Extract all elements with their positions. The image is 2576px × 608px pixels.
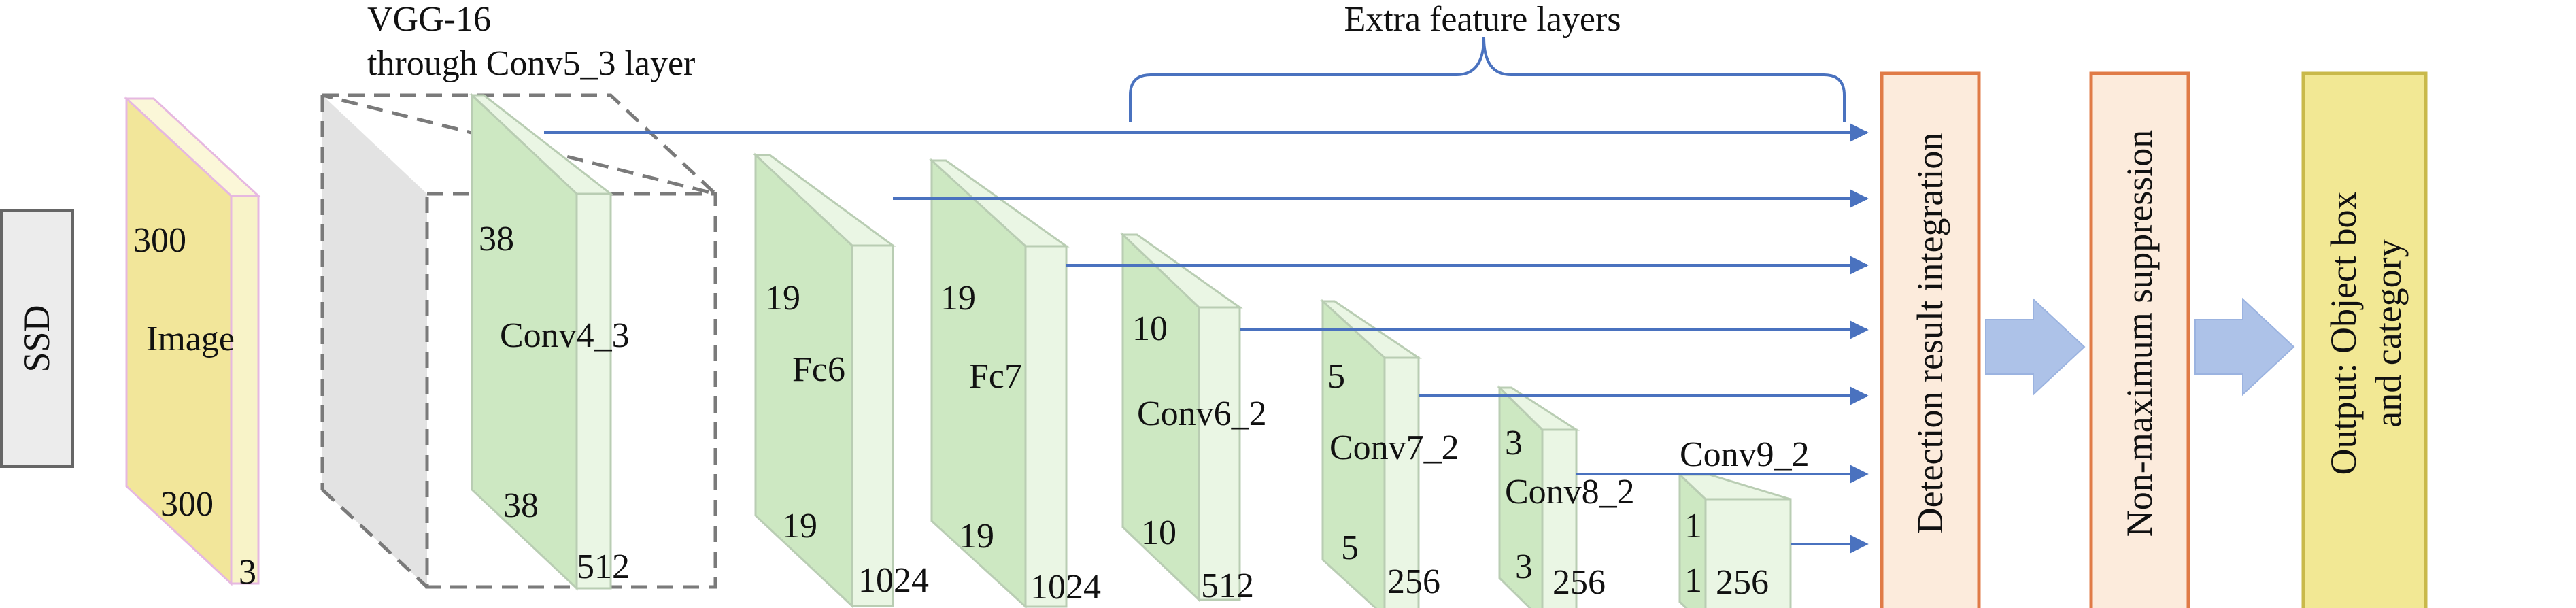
layer-top-dim-label: 10 — [1132, 309, 1168, 348]
vgg-side-face — [322, 95, 427, 587]
layer-depth-label: 1024 — [858, 561, 929, 600]
layer-side-face — [1383, 356, 1420, 608]
layer-top-dim-label: 3 — [1505, 424, 1523, 462]
layer-bottom-dim-label: 5 — [1341, 528, 1359, 567]
integration-label: Detection result integration — [1910, 133, 1950, 535]
layer-conv7_2-block: 5 Conv7_2 5 256 — [1320, 299, 1459, 608]
vgg16-block: VGG-16 through Conv5_3 layer — [320, 0, 722, 589]
layer-top-dim-label: 19 — [940, 279, 976, 318]
layer-depth-label: 256 — [1716, 563, 1769, 602]
layer-top-dim-label: 1 — [1684, 507, 1702, 545]
vgg-title-line2: through Conv5_3 layer — [367, 44, 695, 83]
integration-box: Detection result integration — [1880, 71, 1981, 608]
extra-feature-layers-brace — [1129, 37, 1846, 122]
layer-bottom-dim-label: 19 — [782, 507, 817, 545]
layer-conv9_2-block: 1 Conv9_2 1 256 — [1677, 435, 1810, 608]
image-name-label: Image — [146, 320, 235, 358]
image-width-label: 300 — [160, 485, 214, 524]
layer-name-label: Conv7_2 — [1329, 428, 1459, 467]
image-side-face — [230, 195, 260, 585]
vgg-dashed-edge-bottom — [321, 488, 428, 588]
feature-layers: 38 Conv4_3 38 512 19 Fc6 19 1024 19 Fc7 19 1024 10 Co… — [469, 92, 1810, 608]
layer-bottom-dim-label: 3 — [1515, 547, 1533, 586]
output-label-line2: and category — [2368, 239, 2409, 427]
nms-label: Non-maximum suppression — [2119, 130, 2160, 537]
block-arrow-2 — [2194, 297, 2295, 396]
layer-bottom-dim-label: 38 — [503, 486, 539, 525]
layer-name-label: Conv9_2 — [1680, 435, 1810, 474]
ssd-label: SSD — [16, 305, 57, 372]
extra-feature-layers-group: Extra feature layers — [1129, 0, 1846, 122]
layer-conv6_2-block: 10 Conv6_2 10 512 — [1120, 232, 1267, 605]
layer-bottom-dim-label: 19 — [959, 517, 994, 556]
layer-fc6-block: 19 Fc6 19 1024 — [753, 152, 929, 608]
layer-bottom-dim-label: 1 — [1684, 561, 1702, 600]
layer-top-dim-label: 5 — [1327, 357, 1345, 396]
layer-depth-label: 512 — [1201, 567, 1254, 605]
output-label-line1: Output: Object box — [2323, 192, 2364, 475]
layer-depth-label: 512 — [577, 547, 630, 586]
layer-name-label: Fc6 — [792, 350, 845, 389]
layer-depth-label: 256 — [1387, 562, 1440, 601]
layer-side-face — [575, 192, 612, 590]
nms-box: Non-maximum suppression — [2089, 71, 2190, 608]
layer-conv8_2-block: 3 Conv8_2 3 256 — [1497, 385, 1635, 608]
layer-side-face — [1704, 498, 1792, 608]
layer-depth-label: 1024 — [1030, 568, 1101, 607]
layer-side-face — [851, 244, 894, 607]
ssd-box: SSD — [0, 209, 74, 468]
image-height-label: 300 — [133, 221, 186, 260]
layer-name-label: Conv4_3 — [500, 316, 630, 355]
layer-bottom-dim-label: 10 — [1141, 513, 1176, 552]
input-image-block: 300 Image 300 3 — [124, 96, 261, 592]
extra-feature-layers-label: Extra feature layers — [1344, 0, 1621, 39]
layer-top-dim-label: 19 — [765, 279, 800, 318]
output-box: Output: Object box and category — [2301, 71, 2428, 608]
layer-front-face — [1678, 472, 1707, 608]
layer-side-face — [1198, 306, 1241, 601]
layer-name-label: Fc7 — [969, 357, 1022, 396]
layer-front-face — [1498, 385, 1544, 608]
layer-name-label: Conv6_2 — [1137, 394, 1267, 433]
layer-front-face — [1321, 299, 1386, 608]
layer-name-label: Conv8_2 — [1505, 473, 1635, 511]
layer-conv4_3-block: 38 Conv4_3 38 512 — [469, 92, 630, 591]
vgg-title-line1: VGG-16 — [367, 0, 491, 39]
image-depth-label: 3 — [239, 553, 256, 592]
block-arrow-1 — [1985, 297, 2086, 396]
detection-arrows — [544, 123, 1869, 554]
layer-side-face — [1024, 245, 1068, 608]
layer-side-face — [1541, 428, 1578, 608]
layer-depth-label: 256 — [1553, 563, 1606, 602]
layer-fc7-block: 19 Fc7 19 1024 — [929, 158, 1101, 608]
layer-top-dim-label: 38 — [479, 220, 514, 258]
